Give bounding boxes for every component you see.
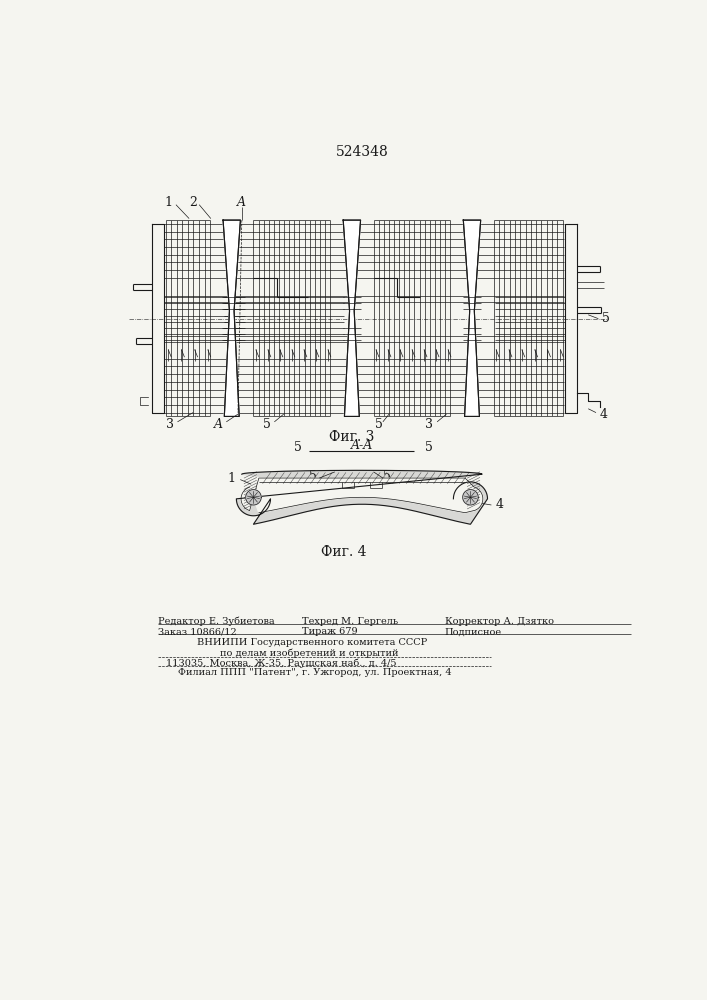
Polygon shape (343, 220, 361, 416)
Text: 5: 5 (382, 470, 391, 483)
Text: 3: 3 (165, 418, 174, 431)
Text: A: A (214, 418, 223, 431)
Text: A: A (238, 196, 246, 209)
Text: Заказ 10866/12: Заказ 10866/12 (158, 627, 237, 636)
Text: Тираж 679: Тираж 679 (301, 627, 357, 636)
Text: 1: 1 (164, 196, 173, 209)
Text: Фиг. 3: Фиг. 3 (329, 430, 375, 444)
Polygon shape (343, 220, 361, 416)
Text: 5: 5 (309, 470, 317, 483)
Polygon shape (463, 220, 481, 416)
Text: 5: 5 (375, 418, 383, 431)
Text: 5: 5 (263, 418, 271, 431)
Text: 1: 1 (228, 472, 235, 485)
Polygon shape (223, 220, 240, 416)
Text: 4: 4 (495, 498, 503, 512)
Text: 5: 5 (293, 441, 302, 454)
Polygon shape (241, 478, 483, 513)
Text: Редактор Е. Зубиетова: Редактор Е. Зубиетова (158, 617, 275, 626)
Text: Подписное: Подписное (445, 627, 502, 636)
Text: A-A: A-A (351, 439, 373, 452)
Text: 524348: 524348 (336, 145, 388, 159)
Text: Корректор А. Дзятко: Корректор А. Дзятко (445, 617, 554, 626)
Polygon shape (236, 470, 488, 524)
Polygon shape (462, 490, 478, 505)
Polygon shape (246, 490, 261, 505)
Polygon shape (463, 220, 481, 416)
Polygon shape (223, 220, 240, 416)
Text: по делам изобретений и открытий: по делам изобретений и открытий (220, 648, 399, 658)
Text: Фиг. 4: Фиг. 4 (322, 545, 367, 559)
Text: Техред М. Гергель: Техред М. Гергель (301, 617, 397, 626)
Text: Филиал ППП "Патент", г. Ужгород, ул. Проектная, 4: Филиал ППП "Патент", г. Ужгород, ул. Про… (177, 668, 451, 677)
Text: 5: 5 (602, 312, 610, 325)
Text: 5: 5 (426, 441, 433, 454)
Text: 4: 4 (600, 408, 608, 421)
Text: 2: 2 (189, 196, 197, 209)
Text: 3: 3 (426, 418, 433, 431)
Text: 113035, Москва, Ж-35, Раушская наб., д. 4/5: 113035, Москва, Ж-35, Раушская наб., д. … (166, 658, 397, 668)
Text: ВНИИПИ Государственного комитета СССР: ВНИИПИ Государственного комитета СССР (197, 638, 427, 647)
